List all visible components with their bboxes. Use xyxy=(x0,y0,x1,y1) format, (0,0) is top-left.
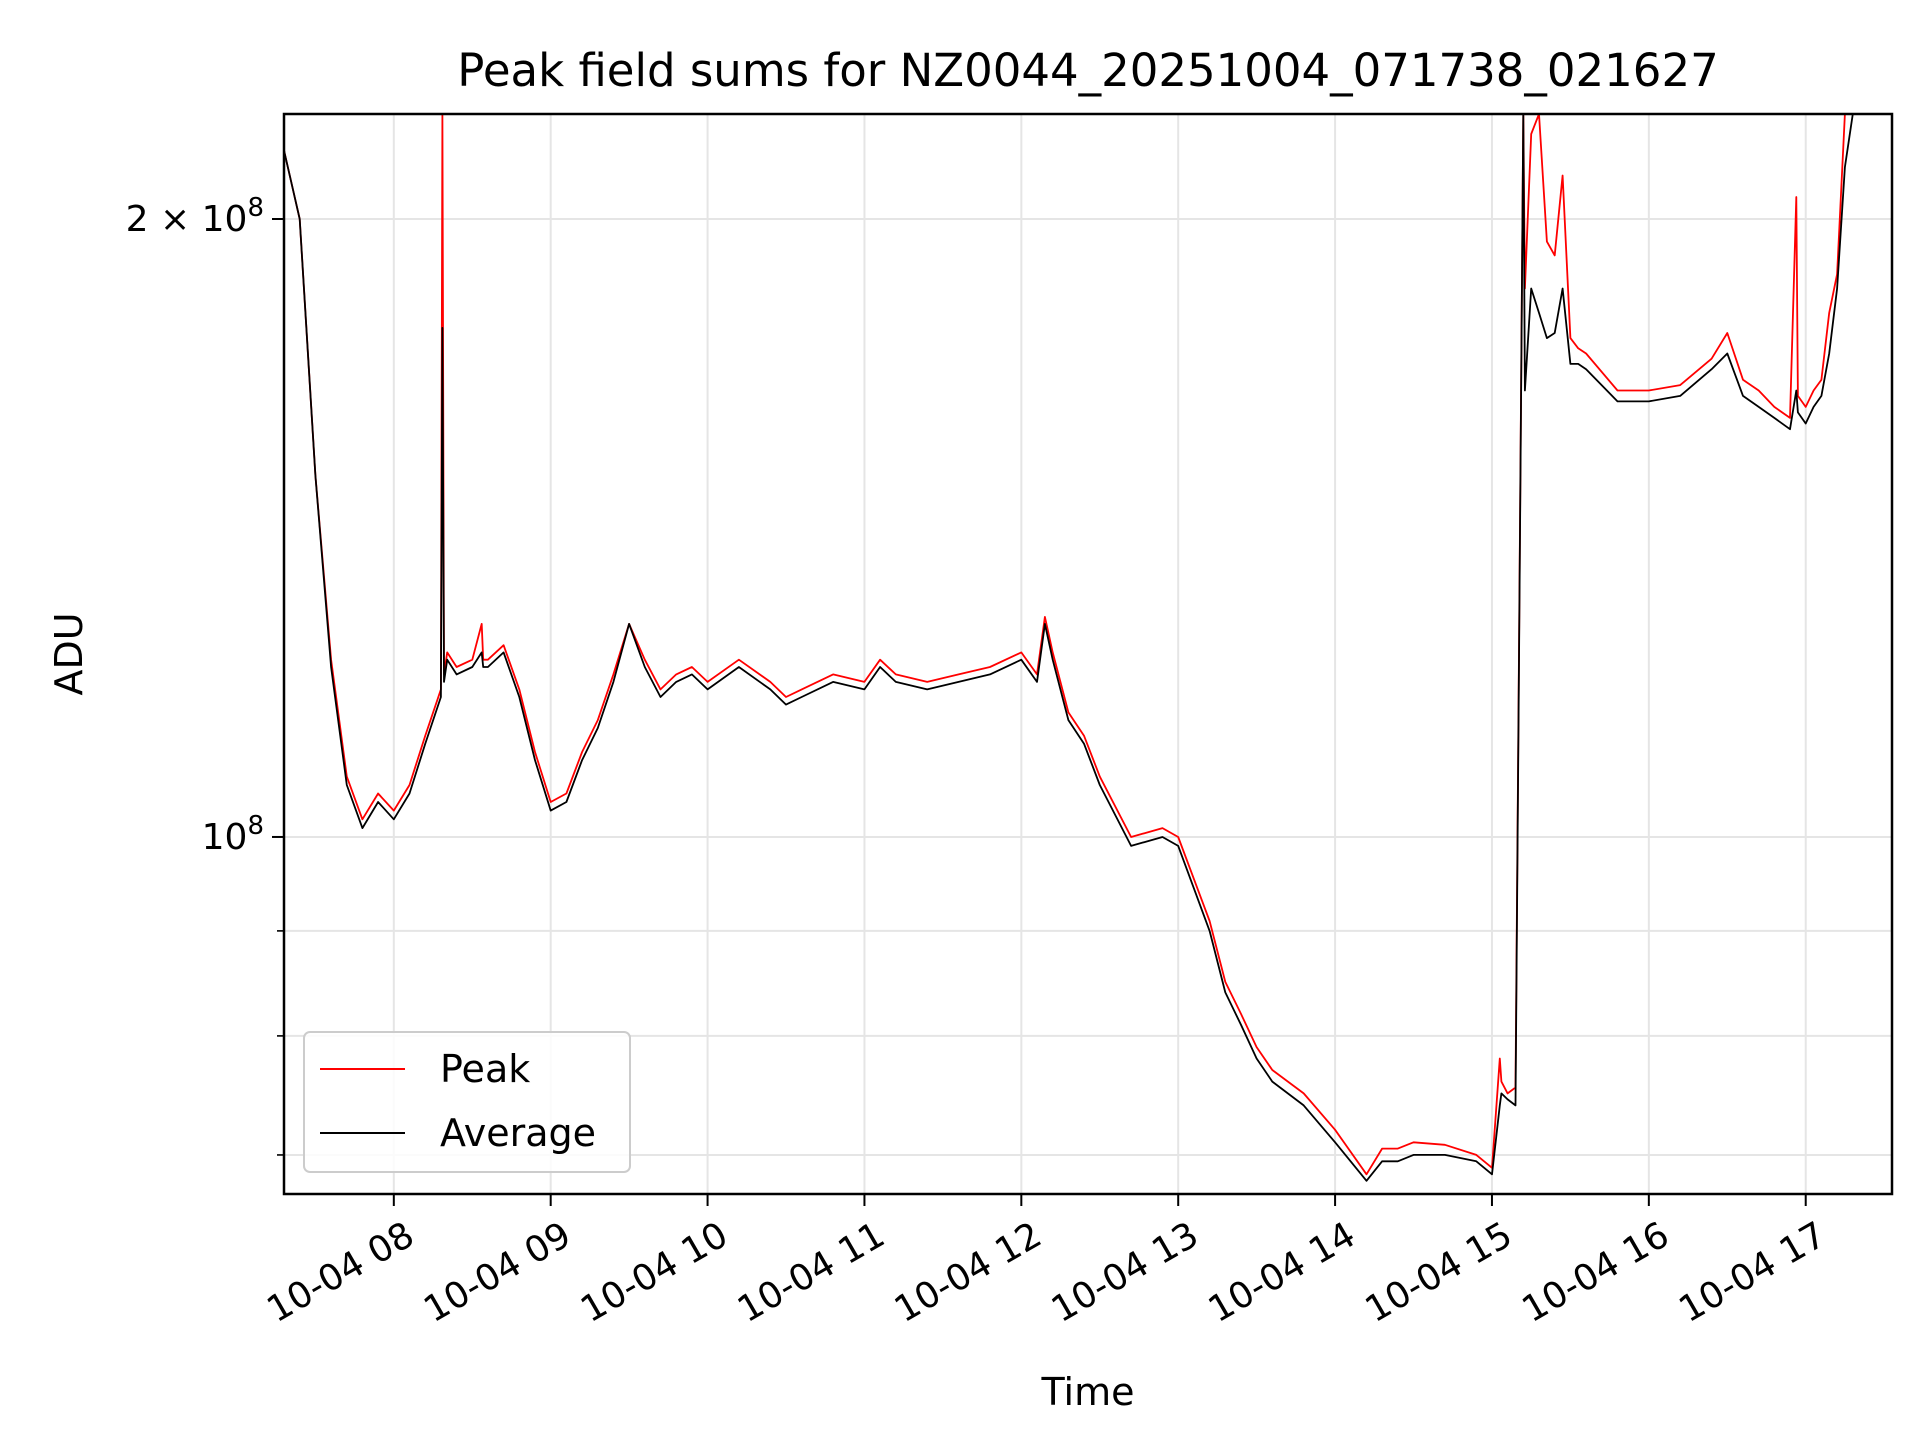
chart-title: Peak field sums for NZ0044_20251004_0717… xyxy=(457,44,1718,97)
legend: Peak Average xyxy=(303,1031,631,1173)
plot-frame xyxy=(282,112,1894,1196)
x-tick-label: 10-04 14 xyxy=(1202,1214,1363,1330)
series-lines xyxy=(284,114,1892,1182)
x-tick-label: 10-04 15 xyxy=(1359,1214,1520,1330)
x-tick-label: 10-04 10 xyxy=(574,1214,735,1330)
y-axis-label: ADU xyxy=(47,612,91,695)
y-tick-label: 108 xyxy=(202,811,264,858)
series-line-peak xyxy=(284,114,1892,1176)
legend-label-peak: Peak xyxy=(440,1047,530,1091)
x-tick-label: 10-04 12 xyxy=(888,1214,1049,1330)
x-tick-label: 10-04 11 xyxy=(731,1214,892,1330)
legend-label-average: Average xyxy=(440,1111,596,1155)
x-tick-label: 10-04 08 xyxy=(260,1214,421,1330)
x-axis-label: Time xyxy=(1041,1370,1135,1414)
legend-box xyxy=(303,1031,631,1173)
x-tick-label: 10-04 17 xyxy=(1672,1214,1833,1330)
x-tick-label: 10-04 09 xyxy=(417,1214,578,1330)
x-tick-label: 10-04 16 xyxy=(1515,1214,1676,1330)
x-tick-label: 10-04 13 xyxy=(1045,1214,1206,1330)
series-line-average xyxy=(284,114,1892,1182)
y-axis: 108 2 × 108 xyxy=(126,193,284,1156)
y-tick-label: 2 × 108 xyxy=(126,193,264,240)
